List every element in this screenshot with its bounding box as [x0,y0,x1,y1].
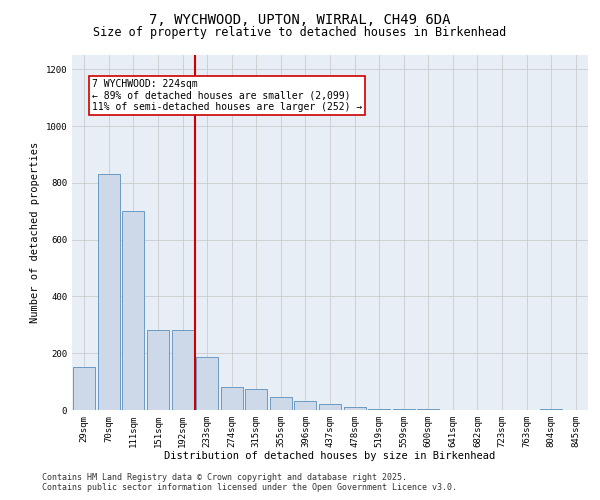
Text: Contains HM Land Registry data © Crown copyright and database right 2025.
Contai: Contains HM Land Registry data © Crown c… [42,473,457,492]
Bar [196,358,218,410]
Bar [172,330,194,410]
Bar [295,402,316,410]
Bar [73,368,95,410]
Bar [270,397,292,410]
Text: 7 WYCHWOOD: 224sqm
← 89% of detached houses are smaller (2,099)
11% of semi-deta: 7 WYCHWOOD: 224sqm ← 89% of detached hou… [92,79,362,112]
Bar [368,408,390,410]
Bar [245,388,268,410]
Text: 7, WYCHWOOD, UPTON, WIRRAL, CH49 6DA: 7, WYCHWOOD, UPTON, WIRRAL, CH49 6DA [149,12,451,26]
Bar [221,388,243,410]
Bar [319,404,341,410]
X-axis label: Distribution of detached houses by size in Birkenhead: Distribution of detached houses by size … [164,452,496,462]
Bar [98,174,120,410]
Y-axis label: Number of detached properties: Number of detached properties [30,142,40,323]
Bar [392,409,415,410]
Bar [344,407,365,410]
Bar [540,408,562,410]
Bar [147,330,169,410]
Bar [122,211,145,410]
Text: Size of property relative to detached houses in Birkenhead: Size of property relative to detached ho… [94,26,506,39]
